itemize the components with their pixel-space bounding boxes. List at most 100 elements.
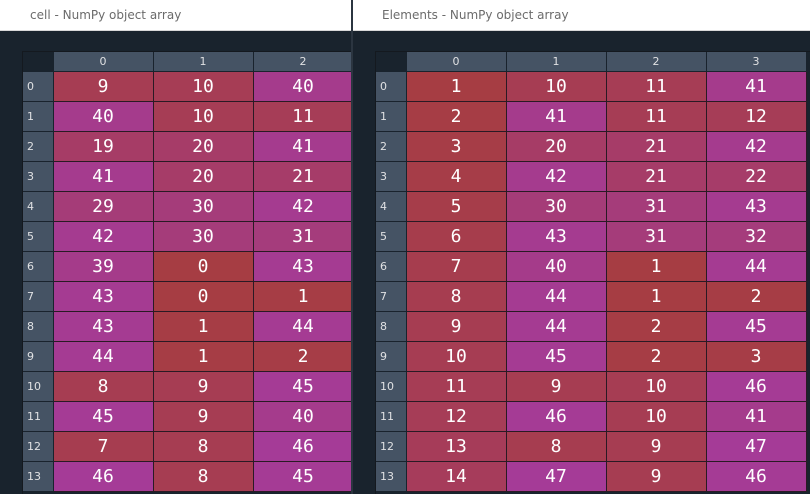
array-cell[interactable]: 45 xyxy=(253,371,351,402)
array-cell[interactable]: 8 xyxy=(153,431,254,462)
array-cell[interactable]: 2 xyxy=(606,341,707,372)
row-header[interactable]: 1 xyxy=(376,101,407,132)
array-cell[interactable]: 10 xyxy=(406,341,507,372)
array-cell[interactable]: 44 xyxy=(253,311,351,342)
array-cell[interactable]: 45 xyxy=(506,341,607,372)
array-cell[interactable]: 4 xyxy=(406,161,507,192)
array-cell[interactable]: 43 xyxy=(506,221,607,252)
array-cell[interactable]: 9 xyxy=(153,401,254,432)
array-cell[interactable]: 10 xyxy=(506,71,607,102)
array-cell[interactable]: 20 xyxy=(506,131,607,162)
row-header[interactable]: 9 xyxy=(23,341,54,372)
array-cell[interactable]: 5 xyxy=(406,191,507,222)
array-cell[interactable]: 10 xyxy=(606,371,707,402)
row-header[interactable]: 5 xyxy=(23,221,54,252)
array-cell[interactable]: 21 xyxy=(606,161,707,192)
array-cell[interactable]: 41 xyxy=(506,101,607,132)
array-cell[interactable]: 31 xyxy=(606,191,707,222)
row-header[interactable]: 10 xyxy=(23,371,54,402)
row-header[interactable]: 13 xyxy=(23,461,54,492)
row-header[interactable]: 6 xyxy=(376,251,407,282)
row-header[interactable]: 0 xyxy=(376,71,407,102)
array-cell[interactable]: 42 xyxy=(253,191,351,222)
array-cell[interactable]: 9 xyxy=(53,71,154,102)
array-cell[interactable]: 13 xyxy=(406,431,507,462)
array-cell[interactable]: 41 xyxy=(706,71,807,102)
array-cell[interactable]: 10 xyxy=(153,71,254,102)
array-cell[interactable]: 12 xyxy=(406,401,507,432)
array-cell[interactable]: 39 xyxy=(53,251,154,282)
array-cell[interactable]: 10 xyxy=(153,101,254,132)
array-cell[interactable]: 44 xyxy=(706,251,807,282)
row-header[interactable]: 13 xyxy=(376,461,407,492)
array-cell[interactable]: 3 xyxy=(706,341,807,372)
array-cell[interactable]: 41 xyxy=(706,401,807,432)
array-cell[interactable]: 31 xyxy=(606,221,707,252)
array-cell[interactable]: 8 xyxy=(506,431,607,462)
array-cell[interactable]: 11 xyxy=(606,101,707,132)
array-cell[interactable]: 32 xyxy=(706,221,807,252)
array-cell[interactable]: 2 xyxy=(406,101,507,132)
array-cell[interactable]: 19 xyxy=(53,131,154,162)
column-header[interactable]: 2 xyxy=(253,52,351,72)
array-cell[interactable]: 2 xyxy=(606,311,707,342)
array-cell[interactable]: 11 xyxy=(253,101,351,132)
array-cell[interactable]: 46 xyxy=(706,461,807,492)
array-cell[interactable]: 42 xyxy=(706,131,807,162)
array-cell[interactable]: 46 xyxy=(53,461,154,492)
row-header[interactable]: 1 xyxy=(23,101,54,132)
array-cell[interactable]: 22 xyxy=(706,161,807,192)
column-header[interactable]: 1 xyxy=(153,52,254,72)
array-cell[interactable]: 47 xyxy=(506,461,607,492)
array-cell[interactable]: 30 xyxy=(153,191,254,222)
array-cell[interactable]: 29 xyxy=(53,191,154,222)
array-cell[interactable]: 11 xyxy=(606,71,707,102)
array-cell[interactable]: 20 xyxy=(153,161,254,192)
array-cell[interactable]: 45 xyxy=(53,401,154,432)
array-cell[interactable]: 9 xyxy=(506,371,607,402)
array-cell[interactable]: 9 xyxy=(606,461,707,492)
row-header[interactable]: 3 xyxy=(376,161,407,192)
row-header[interactable]: 11 xyxy=(23,401,54,432)
array-cell[interactable]: 9 xyxy=(406,311,507,342)
array-cell[interactable]: 44 xyxy=(506,281,607,312)
array-cell[interactable]: 1 xyxy=(153,341,254,372)
array-cell[interactable]: 1 xyxy=(606,251,707,282)
column-header[interactable]: 1 xyxy=(506,52,607,72)
array-cell[interactable]: 1 xyxy=(406,71,507,102)
array-cell[interactable]: 14 xyxy=(406,461,507,492)
array-grid-cell[interactable]: 0 1 2 0 9 10 40 1 40 10 11 2 19 20 41 3 41 20 21 4 29 30 42 5 42… xyxy=(22,51,351,494)
array-cell[interactable]: 40 xyxy=(253,71,351,102)
row-header[interactable]: 8 xyxy=(23,311,54,342)
array-cell[interactable]: 0 xyxy=(153,251,254,282)
array-cell[interactable]: 12 xyxy=(706,101,807,132)
row-header[interactable]: 9 xyxy=(376,341,407,372)
array-cell[interactable]: 41 xyxy=(253,131,351,162)
array-cell[interactable]: 46 xyxy=(506,401,607,432)
column-header[interactable]: 0 xyxy=(406,52,507,72)
row-header[interactable]: 2 xyxy=(376,131,407,162)
array-cell[interactable]: 21 xyxy=(606,131,707,162)
row-header[interactable]: 6 xyxy=(23,251,54,282)
array-cell[interactable]: 1 xyxy=(153,311,254,342)
row-header[interactable]: 0 xyxy=(23,71,54,102)
row-header[interactable]: 3 xyxy=(23,161,54,192)
array-cell[interactable]: 7 xyxy=(406,251,507,282)
row-header[interactable]: 10 xyxy=(376,371,407,402)
array-grid-elements[interactable]: 0 1 2 3 0 1 10 11 41 1 2 41 11 12 2 3 20 21 42 3 4 42 21 22 4 5 30… xyxy=(375,51,810,494)
array-cell[interactable]: 20 xyxy=(153,131,254,162)
array-cell[interactable]: 21 xyxy=(253,161,351,192)
row-header[interactable]: 2 xyxy=(23,131,54,162)
array-cell[interactable]: 42 xyxy=(53,221,154,252)
array-cell[interactable]: 46 xyxy=(706,371,807,402)
array-cell[interactable]: 3 xyxy=(406,131,507,162)
array-cell[interactable]: 45 xyxy=(706,311,807,342)
row-header[interactable]: 5 xyxy=(376,221,407,252)
row-header[interactable]: 4 xyxy=(23,191,54,222)
array-cell[interactable]: 40 xyxy=(253,401,351,432)
array-cell[interactable]: 46 xyxy=(253,431,351,462)
row-header[interactable]: 12 xyxy=(23,431,54,462)
array-cell[interactable]: 44 xyxy=(53,341,154,372)
array-cell[interactable]: 42 xyxy=(506,161,607,192)
column-header[interactable]: 2 xyxy=(606,52,707,72)
